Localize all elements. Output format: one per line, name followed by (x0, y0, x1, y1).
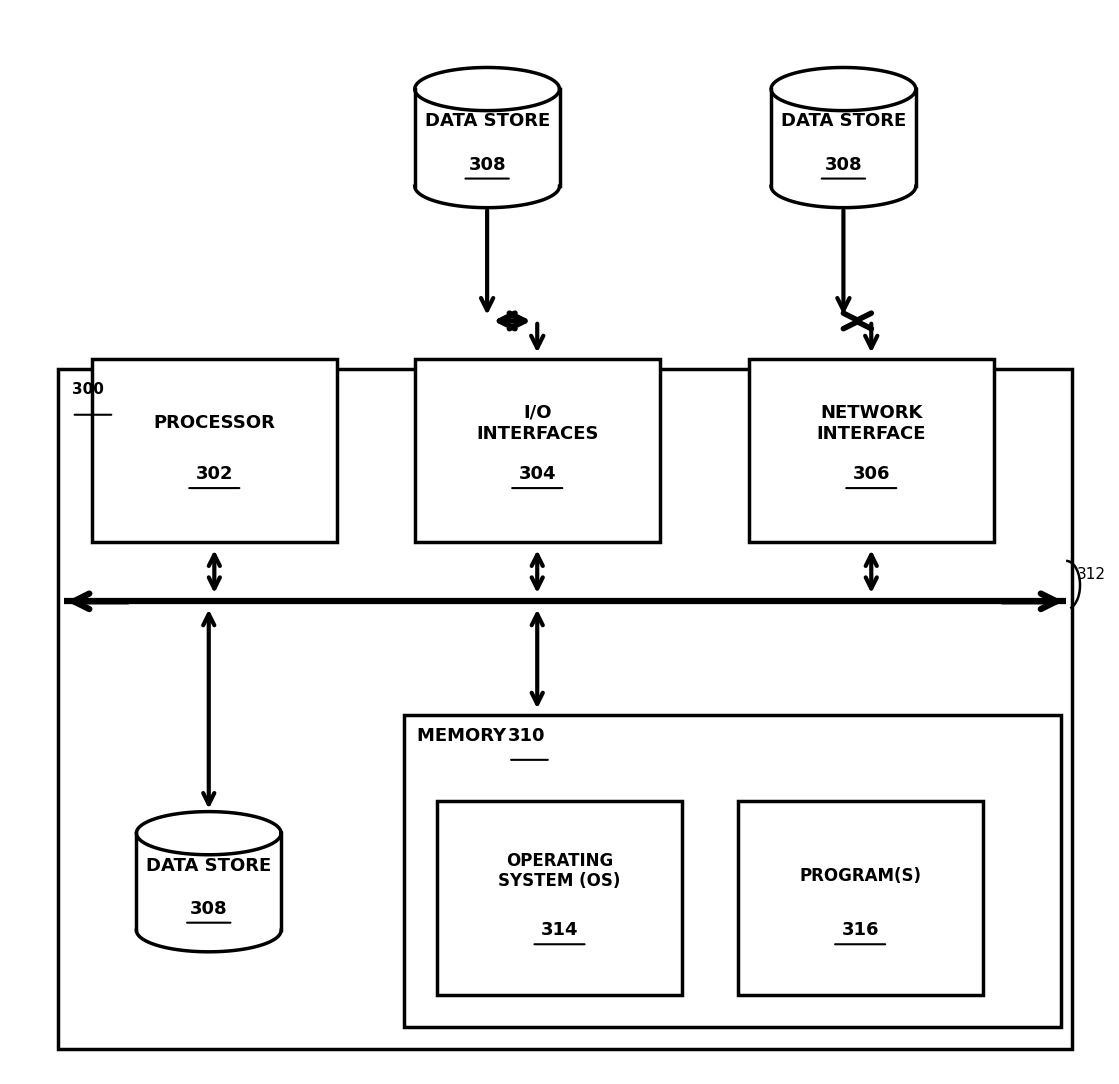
Text: 308: 308 (825, 155, 863, 173)
Text: 314: 314 (540, 921, 579, 939)
Text: 312: 312 (1078, 567, 1107, 582)
Polygon shape (771, 67, 915, 186)
Text: 316: 316 (841, 921, 878, 939)
Text: 300: 300 (72, 383, 104, 398)
Bar (404, 714, 1061, 1028)
Text: DATA STORE: DATA STORE (147, 856, 272, 875)
Text: PROGRAM(S): PROGRAM(S) (799, 867, 921, 886)
Polygon shape (415, 67, 560, 186)
Polygon shape (137, 812, 281, 930)
Bar (749, 359, 994, 542)
Bar (58, 370, 1072, 1049)
Bar (737, 801, 982, 995)
Text: PROCESSOR: PROCESSOR (153, 414, 275, 433)
Bar (92, 359, 337, 542)
Text: DATA STORE: DATA STORE (424, 113, 549, 130)
Text: 302: 302 (196, 465, 233, 483)
Text: DATA STORE: DATA STORE (781, 113, 906, 130)
Text: 304: 304 (518, 465, 556, 483)
Text: 308: 308 (469, 155, 506, 173)
Bar (415, 359, 660, 542)
Text: MEMORY: MEMORY (417, 727, 518, 746)
Text: OPERATING
SYSTEM (OS): OPERATING SYSTEM (OS) (498, 852, 621, 890)
Text: 306: 306 (853, 465, 890, 483)
Text: I/O
INTERFACES: I/O INTERFACES (476, 404, 599, 442)
Text: 308: 308 (190, 900, 227, 918)
Text: NETWORK
INTERFACE: NETWORK INTERFACE (817, 404, 927, 442)
Bar (438, 801, 681, 995)
Text: 310: 310 (508, 727, 546, 746)
